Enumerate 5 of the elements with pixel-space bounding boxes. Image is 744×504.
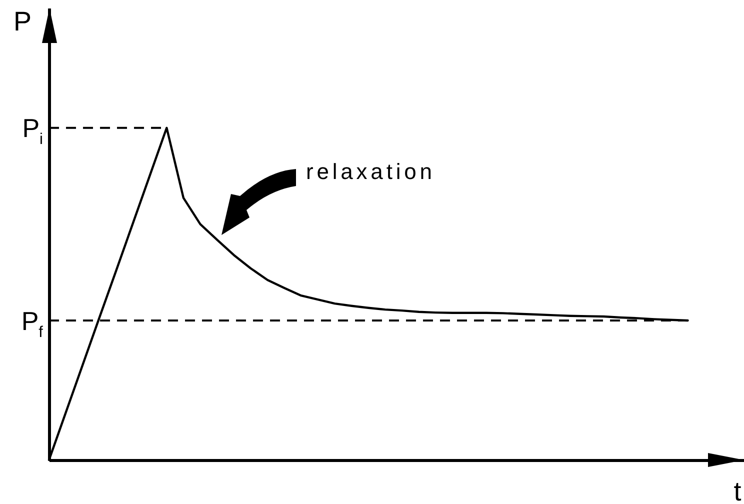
y-axis-title: P (13, 6, 32, 36)
ref-line-label: P$_{i}$ (21, 112, 43, 148)
x-axis-title: t (734, 476, 742, 504)
ref-line-label: P$_{f}$ (20, 306, 43, 341)
annotation: relaxation (306, 159, 436, 184)
